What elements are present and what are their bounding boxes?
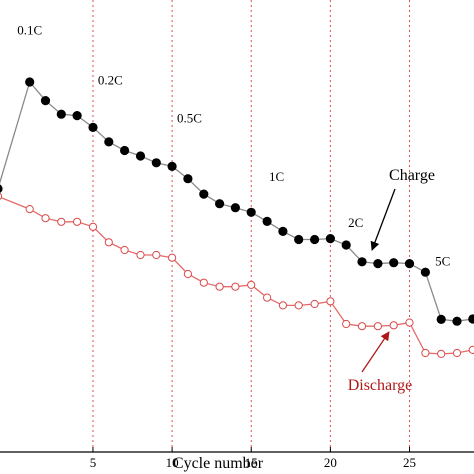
- x-tick-label: 15: [245, 455, 258, 470]
- charge-point: [436, 314, 446, 324]
- charge-point: [357, 257, 367, 267]
- discharge-point: [25, 205, 34, 214]
- charge-point: [468, 314, 474, 324]
- discharge-point: [215, 282, 224, 291]
- charge-point: [389, 258, 399, 268]
- discharge-point: [263, 293, 272, 302]
- rate-label: 0.2C: [98, 73, 123, 88]
- discharge-point: [373, 322, 382, 331]
- charge-annotation: Charge: [389, 167, 435, 184]
- discharge-point: [41, 214, 50, 223]
- charge-point: [420, 267, 430, 277]
- charge-point: [167, 161, 177, 171]
- discharge-point: [136, 250, 145, 260]
- discharge-point: [342, 319, 351, 329]
- charge-point: [183, 174, 193, 184]
- discharge-point: [326, 297, 335, 306]
- discharge-point: [168, 253, 177, 262]
- discharge-point: [73, 217, 82, 226]
- charge-point: [88, 122, 98, 132]
- discharge-point: [310, 299, 319, 309]
- charge-point: [199, 189, 209, 199]
- x-tick-label: 20: [324, 455, 337, 470]
- charge-point: [230, 203, 240, 213]
- discharge-point: [468, 345, 474, 354]
- discharge-point: [88, 222, 98, 231]
- rate-boundary-lines: [92, 0, 411, 452]
- x-tick-label: 25: [403, 455, 416, 470]
- x-tick-label: 10: [166, 455, 179, 470]
- series-points: [0, 77, 474, 358]
- discharge-arrow: [361, 331, 390, 373]
- discharge-point: [437, 349, 446, 358]
- rate-labels: 0.1C 0.2C 0.5C 1C 2C 5C: [17, 22, 450, 268]
- rate-label: 5C: [435, 253, 450, 268]
- discharge-point: [231, 282, 240, 291]
- charge-point: [294, 234, 304, 245]
- charge-point: [40, 96, 51, 106]
- charge-point: [278, 226, 288, 236]
- rate-label: 0.1C: [17, 22, 42, 37]
- discharge-point: [104, 238, 113, 247]
- discharge-annotation: Discharge: [348, 377, 413, 394]
- x-tick-label: 5: [90, 455, 97, 470]
- x-axis-ticks: 5 10 15 20 25: [90, 447, 416, 470]
- charge-point: [373, 259, 383, 269]
- charge-point: [56, 109, 66, 119]
- rate-label: 2C: [348, 215, 363, 230]
- x-axis-title: Cycle number: [173, 455, 264, 472]
- discharge-point: [294, 301, 303, 310]
- discharge-point: [0, 192, 3, 200]
- charge-point: [0, 184, 3, 193]
- rate-label: 0.5C: [177, 110, 202, 125]
- charge-point: [120, 145, 130, 156]
- charge-point: [325, 234, 335, 244]
- charge-point: [341, 240, 351, 250]
- charge-point: [452, 316, 462, 326]
- charge-point: [404, 259, 415, 269]
- charge-point: [215, 199, 225, 209]
- discharge-point: [57, 217, 66, 226]
- charge-point: [104, 137, 114, 147]
- charge-point: [246, 207, 256, 217]
- discharge-point: [120, 245, 129, 255]
- discharge-point: [357, 322, 367, 331]
- discharge-point: [405, 318, 414, 327]
- discharge-point: [199, 278, 208, 287]
- charge-point: [25, 77, 35, 87]
- charge-point: [151, 158, 161, 168]
- discharge-point: [389, 321, 398, 330]
- charge-point: [310, 234, 320, 245]
- charge-point: [262, 216, 272, 226]
- discharge-series-line: [0, 196, 473, 355]
- charge-point: [72, 111, 82, 121]
- discharge-point: [152, 250, 161, 260]
- discharge-point: [183, 269, 192, 279]
- series-lines: [0, 80, 473, 355]
- charge-point: [135, 151, 146, 161]
- discharge-point: [421, 348, 430, 358]
- discharge-point: [247, 280, 256, 289]
- charge-arrow: [370, 188, 396, 251]
- discharge-point: [278, 301, 287, 310]
- discharge-point: [452, 348, 462, 358]
- annotations: Charge Discharge: [348, 167, 435, 394]
- rate-label: 1C: [269, 169, 284, 184]
